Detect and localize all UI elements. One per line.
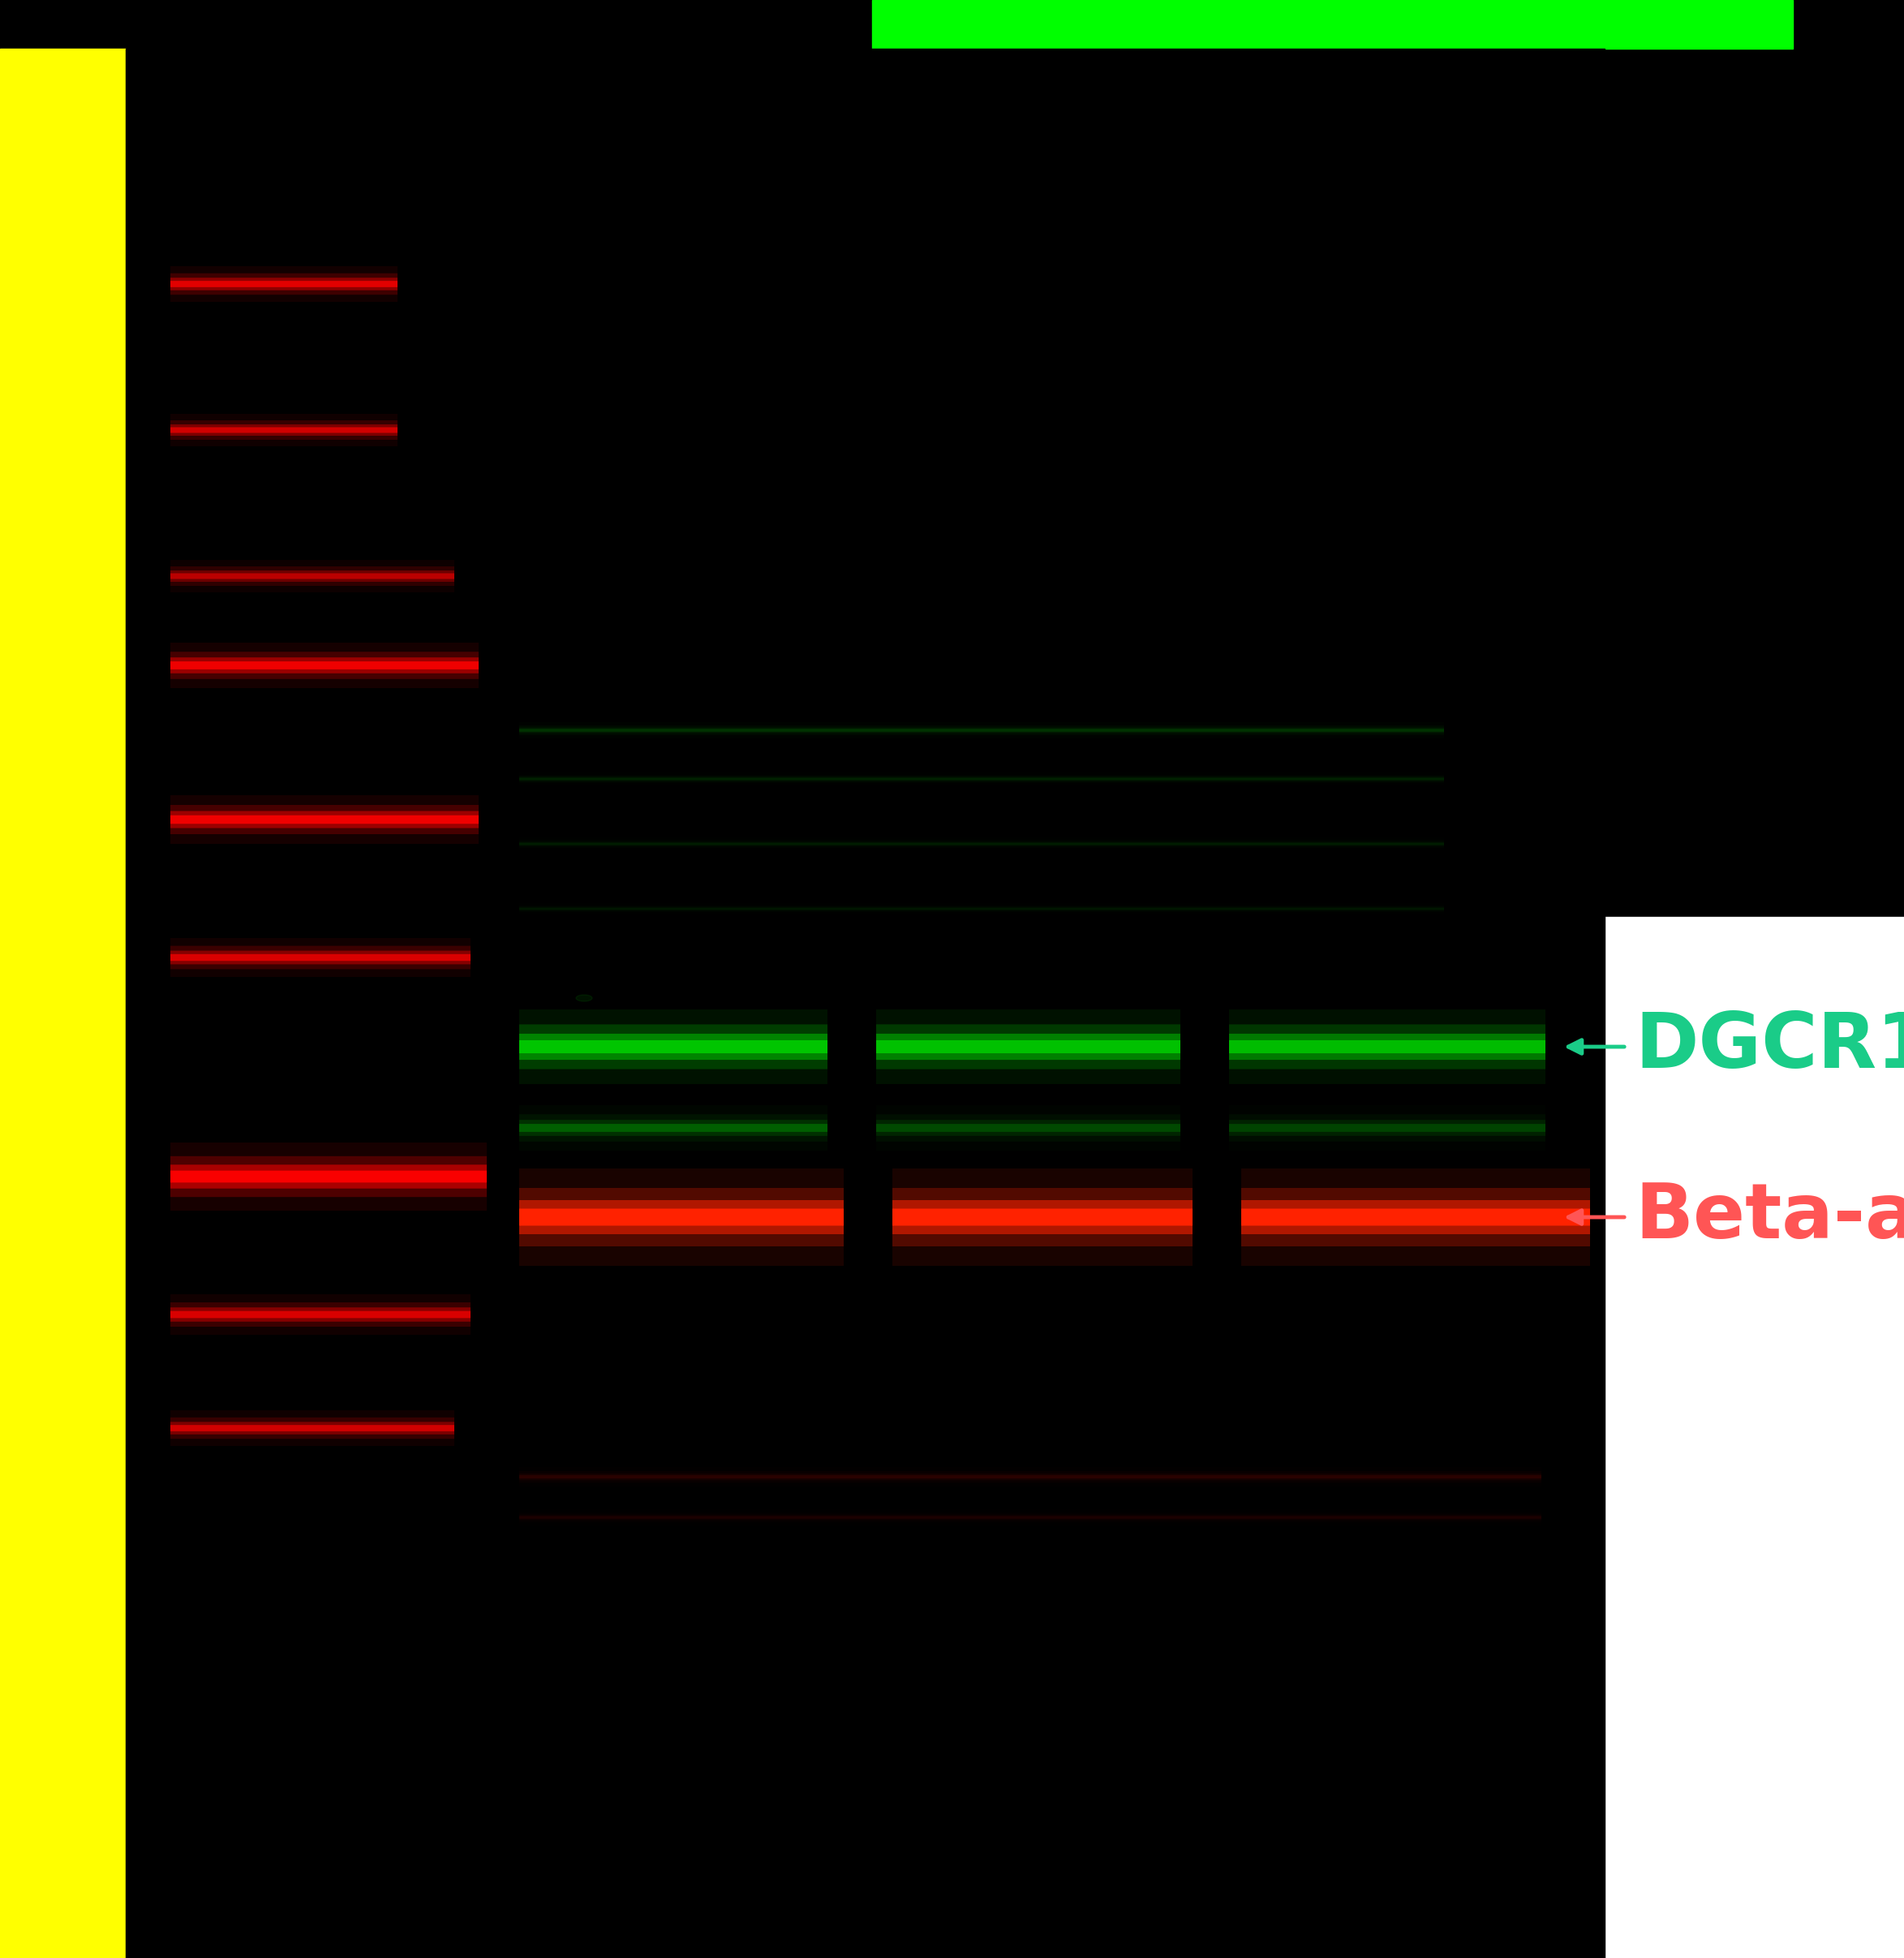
FancyBboxPatch shape (169, 427, 398, 433)
FancyBboxPatch shape (169, 642, 478, 687)
FancyBboxPatch shape (876, 1040, 1180, 1053)
FancyBboxPatch shape (520, 1474, 1542, 1480)
FancyBboxPatch shape (1241, 1189, 1590, 1247)
FancyBboxPatch shape (893, 1189, 1192, 1247)
FancyBboxPatch shape (169, 280, 398, 288)
FancyBboxPatch shape (520, 1010, 828, 1085)
FancyBboxPatch shape (169, 662, 478, 670)
FancyBboxPatch shape (169, 278, 398, 290)
FancyBboxPatch shape (169, 574, 455, 580)
FancyBboxPatch shape (520, 1474, 1542, 1478)
FancyBboxPatch shape (169, 1418, 455, 1439)
FancyBboxPatch shape (520, 1208, 843, 1226)
FancyBboxPatch shape (1241, 1200, 1590, 1234)
FancyBboxPatch shape (520, 1034, 828, 1059)
Ellipse shape (577, 995, 592, 1001)
FancyBboxPatch shape (169, 566, 455, 585)
FancyBboxPatch shape (169, 1312, 470, 1318)
FancyBboxPatch shape (169, 946, 470, 969)
FancyBboxPatch shape (520, 1024, 828, 1069)
FancyBboxPatch shape (169, 652, 478, 679)
FancyBboxPatch shape (876, 1024, 1180, 1069)
FancyBboxPatch shape (169, 1171, 487, 1183)
FancyBboxPatch shape (520, 1515, 1542, 1519)
FancyBboxPatch shape (876, 1034, 1180, 1059)
FancyBboxPatch shape (520, 777, 1443, 779)
FancyBboxPatch shape (169, 1165, 487, 1189)
Bar (126, 49, 1605, 1958)
FancyBboxPatch shape (169, 560, 455, 593)
FancyBboxPatch shape (169, 795, 478, 844)
FancyBboxPatch shape (520, 728, 1443, 732)
FancyBboxPatch shape (169, 425, 398, 437)
FancyBboxPatch shape (876, 1120, 1180, 1136)
FancyBboxPatch shape (1230, 1034, 1546, 1059)
FancyBboxPatch shape (169, 1308, 470, 1322)
FancyBboxPatch shape (520, 728, 1443, 732)
FancyBboxPatch shape (169, 1410, 455, 1445)
FancyBboxPatch shape (1230, 1010, 1546, 1085)
FancyBboxPatch shape (169, 1155, 487, 1196)
Bar (0, 49, 126, 1958)
FancyBboxPatch shape (1241, 1208, 1590, 1226)
FancyBboxPatch shape (169, 938, 470, 977)
FancyBboxPatch shape (876, 1114, 1180, 1142)
FancyBboxPatch shape (1230, 1114, 1546, 1142)
FancyBboxPatch shape (169, 274, 398, 296)
FancyBboxPatch shape (520, 909, 1443, 910)
FancyBboxPatch shape (169, 811, 478, 828)
FancyBboxPatch shape (1230, 1024, 1546, 1069)
FancyBboxPatch shape (520, 777, 1443, 781)
FancyBboxPatch shape (169, 1425, 455, 1431)
FancyBboxPatch shape (520, 1120, 828, 1136)
FancyBboxPatch shape (169, 952, 470, 963)
FancyBboxPatch shape (520, 842, 1443, 846)
FancyBboxPatch shape (169, 421, 398, 441)
FancyBboxPatch shape (876, 1124, 1180, 1132)
Text: DGCR14: DGCR14 (1636, 1010, 1904, 1085)
FancyBboxPatch shape (893, 1208, 1192, 1226)
FancyBboxPatch shape (520, 842, 1443, 846)
FancyBboxPatch shape (1230, 1120, 1546, 1136)
FancyBboxPatch shape (169, 805, 478, 834)
FancyBboxPatch shape (520, 1040, 828, 1053)
FancyBboxPatch shape (169, 658, 478, 674)
FancyBboxPatch shape (169, 1302, 470, 1328)
Bar (872, 0, 1794, 49)
FancyBboxPatch shape (893, 1200, 1192, 1234)
FancyBboxPatch shape (520, 1200, 843, 1234)
FancyBboxPatch shape (893, 1169, 1192, 1265)
FancyBboxPatch shape (169, 413, 398, 446)
Bar (1605, 916, 1904, 1958)
FancyBboxPatch shape (1241, 1169, 1590, 1265)
FancyBboxPatch shape (169, 1143, 487, 1210)
FancyBboxPatch shape (169, 570, 455, 582)
FancyBboxPatch shape (520, 1189, 843, 1247)
FancyBboxPatch shape (169, 815, 478, 824)
FancyBboxPatch shape (169, 1422, 455, 1435)
FancyBboxPatch shape (169, 954, 470, 961)
FancyBboxPatch shape (1230, 1124, 1546, 1132)
FancyBboxPatch shape (520, 1169, 843, 1265)
FancyBboxPatch shape (520, 1124, 828, 1132)
FancyBboxPatch shape (169, 266, 398, 302)
Text: Beta-actin: Beta-actin (1636, 1181, 1904, 1255)
FancyBboxPatch shape (876, 1010, 1180, 1085)
FancyBboxPatch shape (1230, 1040, 1546, 1053)
FancyBboxPatch shape (520, 1114, 828, 1142)
FancyBboxPatch shape (169, 1294, 470, 1335)
